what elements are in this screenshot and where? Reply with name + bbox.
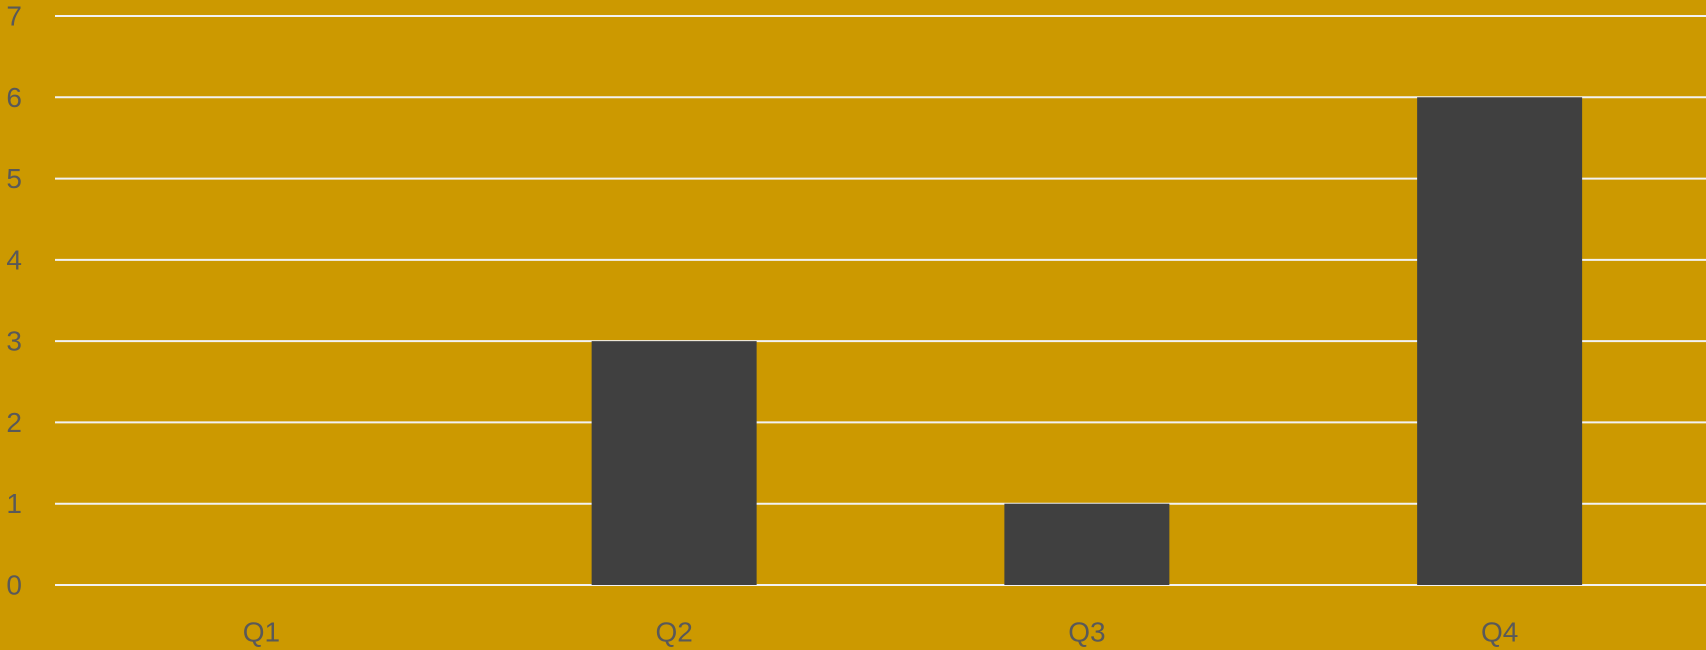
bars [591,97,1583,586]
y-tick-label: 2 [6,407,22,438]
y-tick-label: 5 [6,163,22,194]
y-tick-label: 1 [6,488,22,519]
y-axis-tick-labels: 0 1 2 3 4 5 6 7 [6,1,22,601]
x-tick-label-q3: Q3 [1068,617,1105,648]
x-tick-label-q4: Q4 [1481,617,1518,648]
y-tick-label: 6 [6,82,22,113]
y-tick-label: 3 [6,326,22,357]
x-tick-label-q2: Q2 [655,617,692,648]
bar-q3 [1004,503,1170,585]
x-tick-label-q1: Q1 [243,617,280,648]
y-tick-label: 0 [6,570,22,601]
y-tick-label: 7 [6,1,22,32]
bar-q4 [1417,97,1583,586]
bar-q2 [591,341,757,585]
gridlines [55,15,1706,586]
y-tick-label: 4 [6,244,22,275]
x-axis-tick-labels: Q1 Q2 Q3 Q4 [243,617,1519,648]
